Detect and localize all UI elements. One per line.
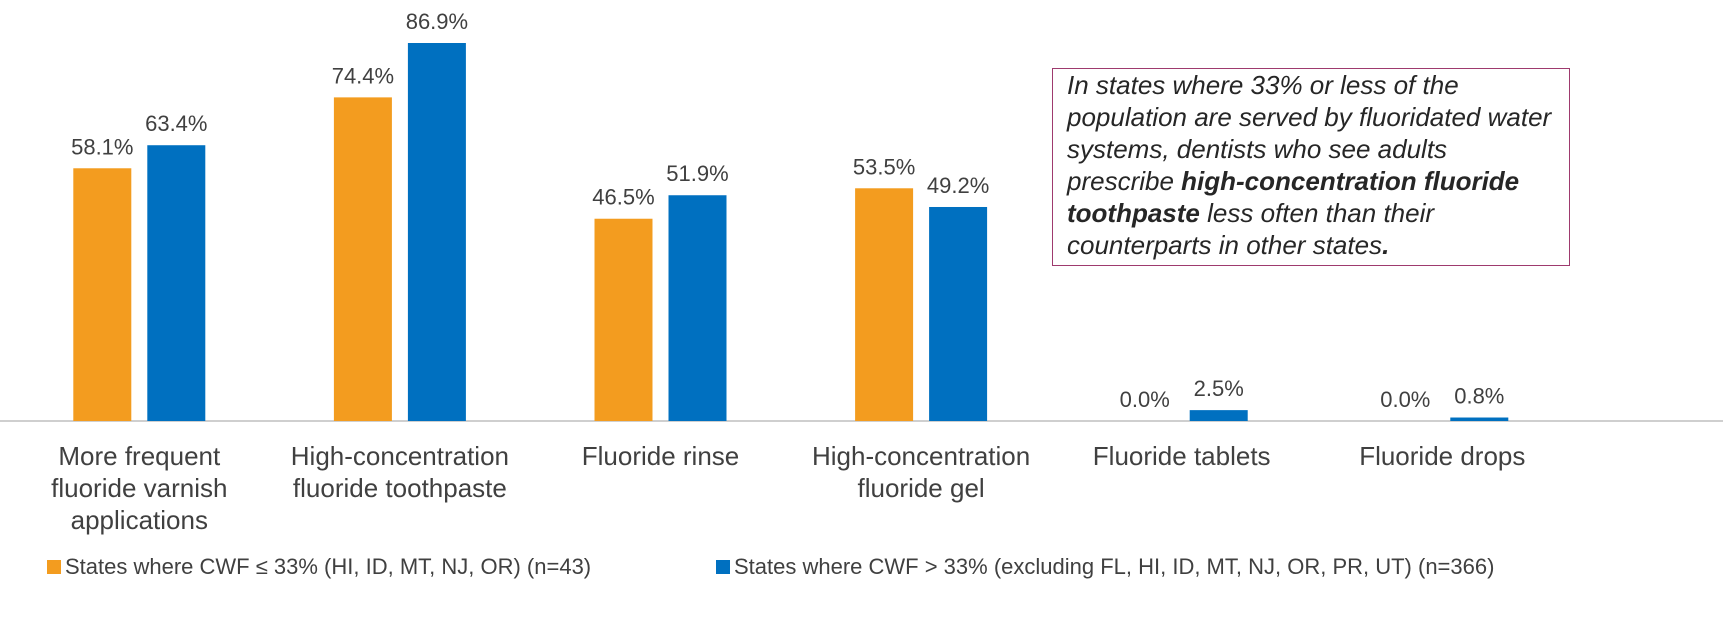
x-tick-label: High-concentration fluoride toothpaste bbox=[290, 441, 509, 503]
x-tick-label: Fluoride drops bbox=[1359, 441, 1526, 471]
data-label: 51.9% bbox=[666, 161, 728, 186]
annotation-text: less often than their counterparts in ot… bbox=[1067, 198, 1435, 260]
x-tick-label: Fluoride tablets bbox=[1092, 441, 1271, 471]
data-label: 46.5% bbox=[592, 185, 654, 210]
x-tick-label: More frequent fluoride varnish applicati… bbox=[51, 441, 228, 535]
data-label: 86.9% bbox=[406, 9, 468, 34]
data-label: 0.8% bbox=[1454, 384, 1504, 409]
bar bbox=[668, 195, 727, 421]
legend-item: States where CWF ≤ 33% (HI, ID, MT, NJ, … bbox=[47, 554, 591, 580]
data-label: 2.5% bbox=[1194, 376, 1244, 401]
legend-label: States where CWF ≤ 33% (HI, ID, MT, NJ, … bbox=[65, 554, 592, 579]
bar bbox=[855, 188, 914, 421]
data-label: 63.4% bbox=[145, 111, 207, 136]
legend-swatch bbox=[716, 560, 730, 574]
annotation-text: In states where 33% or less of the popul… bbox=[1067, 70, 1552, 196]
legend-swatch bbox=[47, 560, 61, 574]
data-label: 53.5% bbox=[853, 154, 915, 179]
legend-item: States where CWF > 33% (excluding FL, HI… bbox=[716, 554, 1494, 580]
legend-label: States where CWF > 33% (excluding FL, HI… bbox=[734, 554, 1495, 579]
bar bbox=[73, 168, 132, 421]
bar bbox=[594, 218, 653, 421]
bar bbox=[929, 206, 988, 421]
data-label: 74.4% bbox=[332, 63, 394, 88]
data-label: 49.2% bbox=[927, 173, 989, 198]
annotation-box: In states where 33% or less of the popul… bbox=[1052, 68, 1570, 266]
bar bbox=[1450, 417, 1509, 421]
x-tick-label: High-concentration fluoride gel bbox=[811, 441, 1031, 503]
data-label: 0.0% bbox=[1120, 387, 1170, 412]
bar bbox=[147, 145, 206, 421]
annotation-bold: high-concentration fluoride toothpaste bbox=[1067, 166, 1520, 228]
annotation-bold: . bbox=[1382, 230, 1390, 260]
data-label: 0.0% bbox=[1380, 387, 1430, 412]
bar bbox=[333, 97, 392, 422]
data-label: 58.1% bbox=[71, 134, 133, 159]
bar bbox=[407, 43, 466, 421]
x-tick-label: Fluoride rinse bbox=[581, 441, 740, 471]
bar bbox=[1189, 410, 1248, 421]
